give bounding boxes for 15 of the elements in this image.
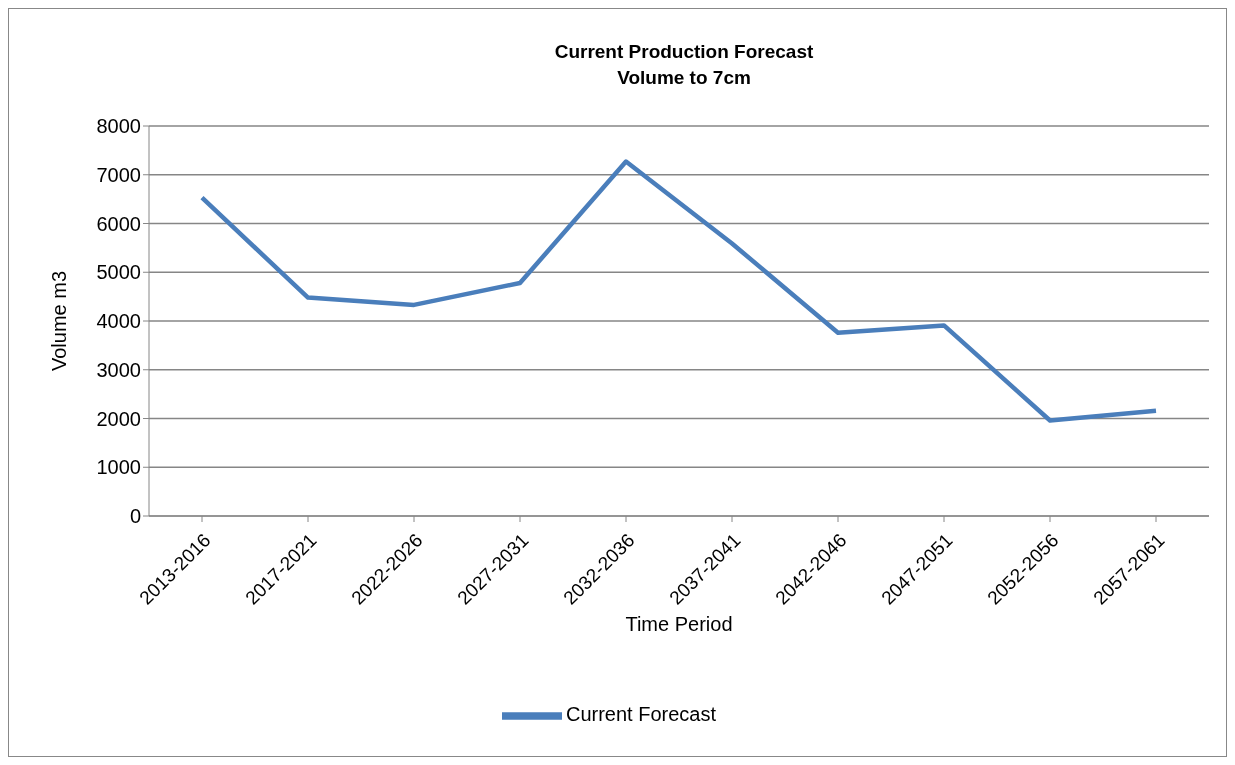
line-series: [199, 159, 1159, 423]
legend-label: Current Forecast: [565, 703, 717, 726]
y-tick-label: 8000: [96, 115, 141, 138]
y-tick-label: 1000: [96, 456, 141, 479]
y-tick-label: 4000: [96, 310, 141, 333]
y-tick-label: 5000: [96, 261, 141, 284]
y-axis-title: Volume m3: [48, 270, 71, 372]
y-tick-label: 3000: [96, 358, 141, 381]
chart-title: Current Production Forecast: [553, 40, 815, 64]
chart-subtitle: Volume to 7cm: [616, 66, 752, 90]
y-tick-label: 2000: [96, 407, 141, 430]
x-axis-title: Time Period: [625, 613, 733, 635]
y-tick-label: 7000: [96, 163, 141, 186]
y-tick-label: 0: [129, 505, 141, 528]
y-tick-label: 6000: [96, 212, 141, 235]
